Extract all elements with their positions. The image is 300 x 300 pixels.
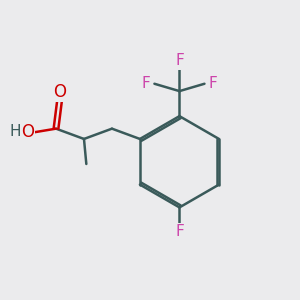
Text: F: F	[175, 53, 184, 68]
Text: O: O	[53, 83, 66, 101]
Text: H: H	[10, 124, 21, 139]
Text: O: O	[21, 123, 34, 141]
Text: F: F	[208, 76, 217, 91]
Text: F: F	[175, 224, 184, 239]
Text: F: F	[142, 76, 151, 91]
